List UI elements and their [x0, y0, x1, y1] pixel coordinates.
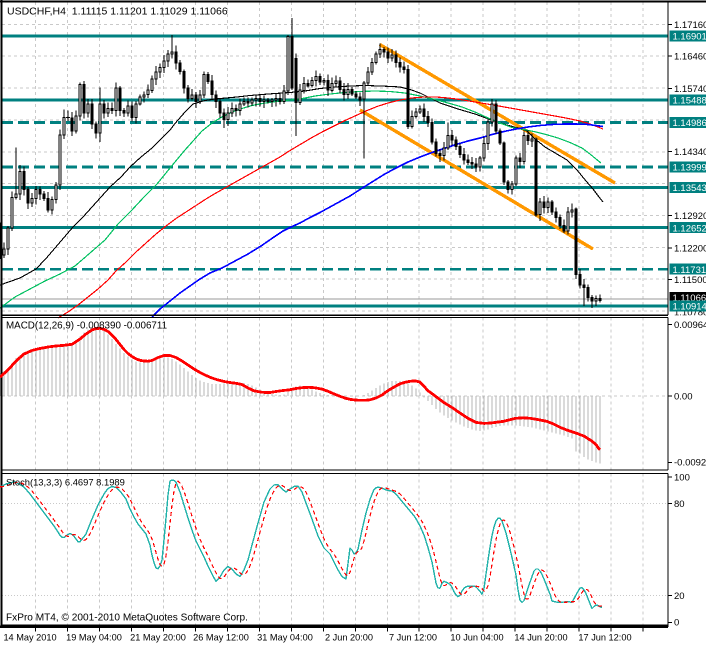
svg-text:21 May 20:00: 21 May 20:00: [130, 633, 186, 643]
svg-text:1.14986: 1.14986: [673, 118, 706, 129]
svg-text:20: 20: [674, 591, 685, 602]
svg-text:80: 80: [674, 499, 685, 510]
svg-text:17 Jun 12:00: 17 Jun 12:00: [578, 633, 631, 643]
svg-text:1.12652: 1.12652: [673, 223, 706, 234]
svg-text:1.12920: 1.12920: [674, 211, 706, 222]
svg-text:1.15740: 1.15740: [674, 84, 706, 95]
svg-text:19 May 04:00: 19 May 04:00: [66, 633, 122, 643]
svg-text:1.11500: 1.11500: [674, 275, 706, 286]
svg-text:0.00: 0.00: [674, 391, 693, 402]
svg-text:14 May 2010: 14 May 2010: [3, 633, 56, 643]
svg-text:7 Jun 12:00: 7 Jun 12:00: [389, 633, 437, 643]
svg-text:1.16901: 1.16901: [673, 32, 706, 43]
svg-text:0.00964: 0.00964: [674, 320, 706, 331]
svg-text:1.15488: 1.15488: [673, 95, 706, 106]
svg-text:1.13543: 1.13543: [673, 183, 706, 194]
svg-text:1.13999: 1.13999: [673, 163, 706, 174]
svg-text:USDCHF,H4 1.11115 1.11201 1.1: USDCHF,H4 1.11115 1.11201 1.11029 1.1106…: [7, 6, 228, 18]
svg-text:1.16460: 1.16460: [674, 51, 706, 62]
svg-text:0: 0: [674, 618, 679, 629]
svg-text:MACD(12,26,9) -0.008390 -0.006: MACD(12,26,9) -0.008390 -0.006711: [6, 321, 167, 332]
svg-text:10 Jun 04:00: 10 Jun 04:00: [450, 633, 503, 643]
svg-text:1.10914: 1.10914: [673, 302, 706, 313]
svg-text:31 May 04:00: 31 May 04:00: [257, 633, 313, 643]
svg-text:14 Jun 20:00: 14 Jun 20:00: [514, 633, 567, 643]
svg-text:2 Jun 20:00: 2 Jun 20:00: [325, 633, 373, 643]
svg-text:26 May 12:00: 26 May 12:00: [193, 633, 249, 643]
svg-text:100: 100: [674, 472, 690, 483]
svg-text:Stoch(13,3,3) 6.4697 8.1989: Stoch(13,3,3) 6.4697 8.1989: [6, 477, 125, 488]
svg-text:-0.00924: -0.00924: [674, 458, 706, 469]
svg-text:1.17160: 1.17160: [674, 20, 706, 31]
svg-text:1.14340: 1.14340: [674, 147, 706, 158]
svg-text:1.11731: 1.11731: [673, 265, 706, 276]
svg-text:FxPro MT4, © 2001-2010 MetaQuo: FxPro MT4, © 2001-2010 MetaQuotes Softwa…: [6, 613, 248, 624]
svg-text:1.12200: 1.12200: [674, 244, 706, 255]
